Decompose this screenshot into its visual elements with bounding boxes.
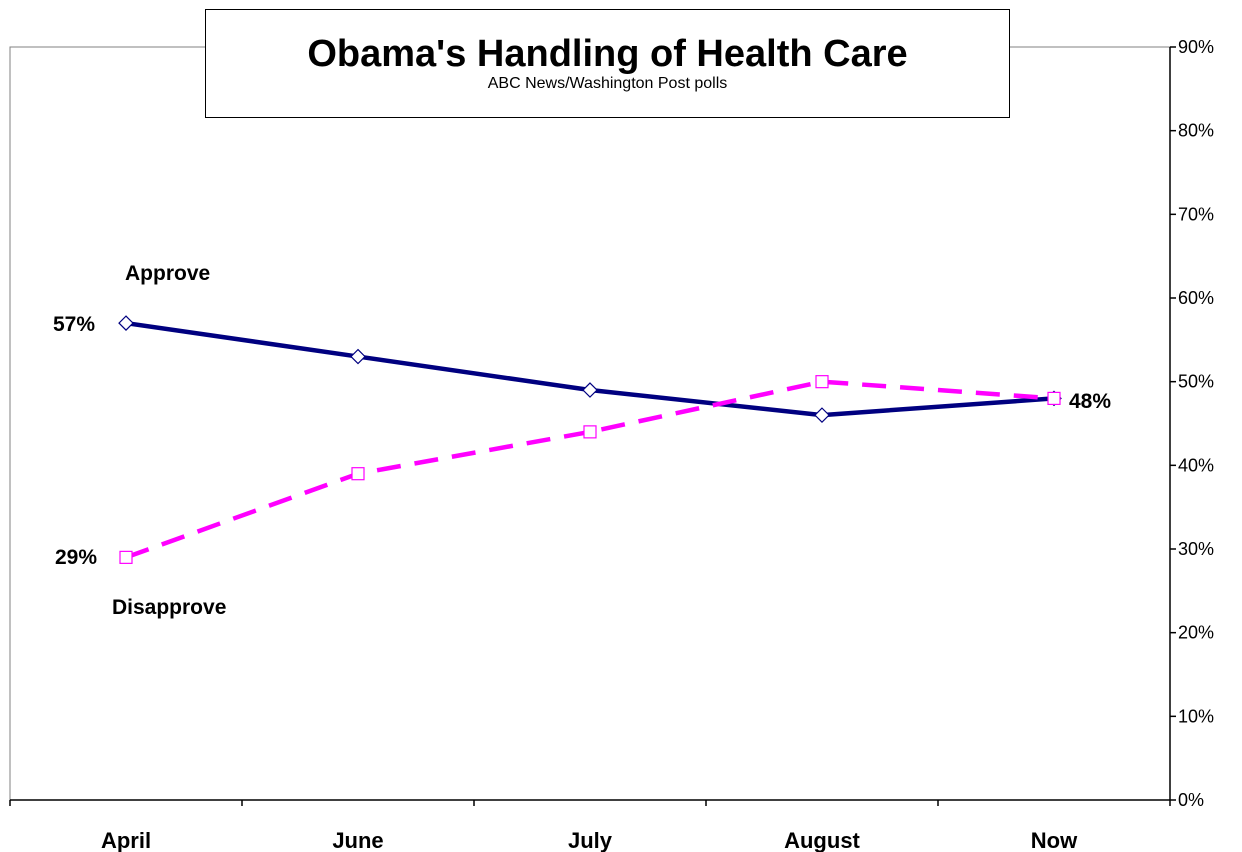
disapprove-series-line bbox=[125, 379, 1055, 560]
chart-series bbox=[118, 315, 1062, 564]
x-tick-label: June bbox=[332, 828, 383, 852]
y-tick-label: 30% bbox=[1178, 539, 1214, 559]
approve-start-value: 57% bbox=[53, 313, 96, 336]
x-tick-label: Now bbox=[1031, 828, 1078, 852]
end-value: 48% bbox=[1069, 390, 1112, 413]
y-tick-label: 60% bbox=[1178, 288, 1214, 308]
plot-area-border bbox=[9, 46, 1171, 801]
y-tick-label: 80% bbox=[1178, 121, 1214, 141]
x-tick-label: July bbox=[568, 828, 613, 852]
disapprove-point bbox=[351, 467, 365, 481]
tick-labels: April June July August Now 0% 10% 20% 30% 40% 50% 6… bbox=[101, 37, 1214, 852]
approve-series-line bbox=[125, 320, 1055, 418]
approve-point bbox=[350, 348, 366, 365]
x-tick-label: August bbox=[784, 828, 860, 852]
approve-point bbox=[814, 407, 830, 423]
y-tick-label: 0% bbox=[1178, 790, 1204, 810]
disapprove-point bbox=[119, 550, 133, 564]
disapprove-start-value: 29% bbox=[55, 546, 98, 569]
y-tick-label: 90% bbox=[1178, 37, 1214, 57]
y-tick-label: 50% bbox=[1178, 372, 1214, 392]
x-tick-label: April bbox=[101, 828, 151, 852]
approve-point bbox=[582, 382, 598, 398]
chart-title-box: Obama's Handling of Health Care ABC News… bbox=[205, 9, 1010, 118]
y-tick-label: 10% bbox=[1178, 706, 1214, 726]
approve-point bbox=[118, 315, 134, 331]
disapprove-point bbox=[1047, 391, 1061, 405]
disapprove-point bbox=[583, 425, 597, 439]
chart-title: Obama's Handling of Health Care bbox=[307, 33, 908, 75]
approve-series-label: Approve bbox=[125, 262, 211, 285]
chart-subtitle: ABC News/Washington Post polls bbox=[487, 75, 728, 92]
y-tick-label: 70% bbox=[1178, 204, 1214, 224]
disapprove-point bbox=[815, 375, 829, 389]
y-tick-label: 40% bbox=[1178, 455, 1214, 475]
disapprove-series-label: Disapprove bbox=[112, 596, 227, 619]
y-tick-label: 20% bbox=[1178, 623, 1214, 643]
